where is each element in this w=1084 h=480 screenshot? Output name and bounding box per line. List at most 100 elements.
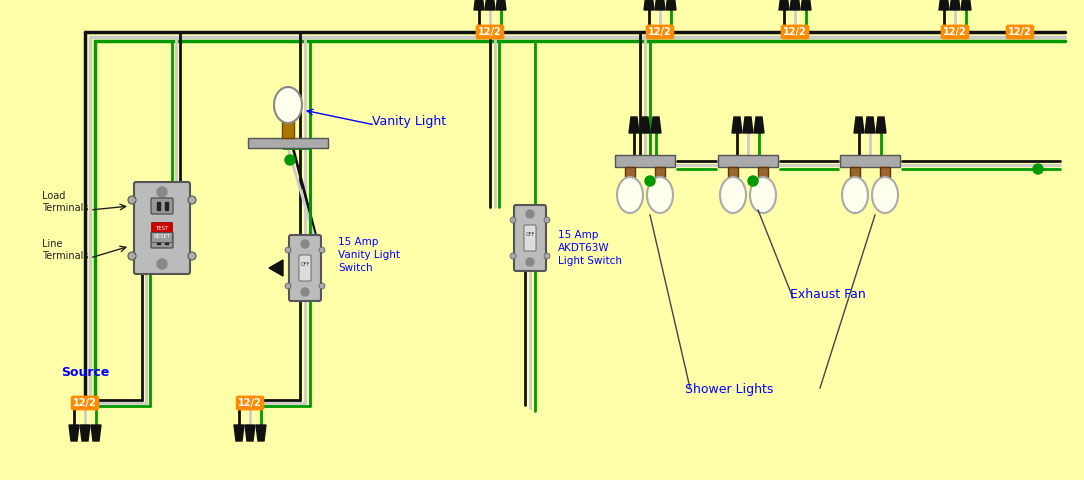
Circle shape [128,196,136,204]
Text: 12/2: 12/2 [478,27,502,37]
Circle shape [301,240,309,248]
Text: 15 Amp
AKDT63W
Light Switch: 15 Amp AKDT63W Light Switch [558,230,622,266]
Bar [728,167,738,177]
Polygon shape [854,117,864,133]
Bar [156,236,159,244]
Polygon shape [474,0,483,10]
Bar [165,202,168,210]
Ellipse shape [750,177,776,213]
Text: 12/2: 12/2 [943,27,967,37]
FancyBboxPatch shape [151,232,173,248]
Polygon shape [962,0,971,10]
Ellipse shape [842,177,868,213]
Polygon shape [80,425,90,441]
FancyBboxPatch shape [289,235,321,301]
Polygon shape [732,117,743,133]
Circle shape [748,176,758,186]
FancyBboxPatch shape [134,182,190,274]
Text: 15 Amp
Vanity Light
Switch: 15 Amp Vanity Light Switch [338,237,400,273]
Text: Shower Lights: Shower Lights [685,384,773,396]
Ellipse shape [647,177,673,213]
Ellipse shape [617,177,643,213]
Circle shape [285,155,295,165]
Bar [758,167,767,177]
Text: OFF: OFF [300,262,310,266]
Polygon shape [256,425,266,441]
Polygon shape [666,0,676,10]
Bar [840,155,900,167]
Polygon shape [779,0,789,10]
FancyBboxPatch shape [152,223,172,232]
Circle shape [526,258,534,266]
Bar [880,167,890,177]
Polygon shape [651,117,661,133]
FancyBboxPatch shape [152,232,172,242]
Text: 12/2: 12/2 [783,27,806,37]
Circle shape [319,283,325,289]
Bar [615,155,675,167]
Polygon shape [496,0,506,10]
Circle shape [157,187,167,197]
Circle shape [188,196,196,204]
Circle shape [157,259,167,269]
Circle shape [509,253,516,259]
Text: RESET: RESET [153,235,170,240]
Bar [625,167,635,177]
Text: 12/2: 12/2 [238,398,262,408]
Text: Line
Terminals: Line Terminals [42,239,89,261]
Text: 12/2: 12/2 [1008,27,1032,37]
Polygon shape [950,0,960,10]
Text: OFF: OFF [526,231,534,237]
FancyBboxPatch shape [151,198,173,214]
Bar [165,236,168,244]
Polygon shape [743,117,753,133]
Text: Source: Source [61,365,109,379]
Circle shape [645,176,655,186]
Text: 12/2: 12/2 [648,27,672,37]
Circle shape [544,217,550,223]
Text: 12/2: 12/2 [73,398,96,408]
Bar [718,155,778,167]
Polygon shape [939,0,948,10]
Polygon shape [234,425,244,441]
Polygon shape [91,425,101,441]
FancyBboxPatch shape [514,205,546,271]
Polygon shape [69,425,79,441]
Circle shape [526,210,534,218]
Circle shape [128,252,136,260]
Ellipse shape [872,177,898,213]
Polygon shape [801,0,811,10]
Bar [655,167,664,177]
FancyBboxPatch shape [524,225,535,251]
Circle shape [1033,164,1043,174]
Polygon shape [640,117,650,133]
Polygon shape [876,117,886,133]
Circle shape [301,288,309,296]
Polygon shape [245,425,255,441]
Bar [850,167,860,177]
Polygon shape [629,117,638,133]
Bar [282,120,294,138]
Ellipse shape [720,177,746,213]
Polygon shape [269,260,283,276]
Text: Vanity Light: Vanity Light [372,116,447,129]
Text: Exhaust Fan: Exhaust Fan [790,288,866,301]
Circle shape [285,283,291,289]
Ellipse shape [274,87,302,123]
Bar [156,202,159,210]
FancyBboxPatch shape [299,255,311,281]
Polygon shape [644,0,654,10]
Polygon shape [655,0,664,10]
Bar [248,138,328,148]
Circle shape [544,253,550,259]
Circle shape [509,217,516,223]
Polygon shape [865,117,875,133]
Text: Load
Terminals: Load Terminals [42,191,89,213]
Polygon shape [485,0,495,10]
Polygon shape [790,0,800,10]
Circle shape [188,252,196,260]
Polygon shape [754,117,764,133]
Text: TEST: TEST [155,226,169,230]
Circle shape [285,247,291,253]
Circle shape [319,247,325,253]
